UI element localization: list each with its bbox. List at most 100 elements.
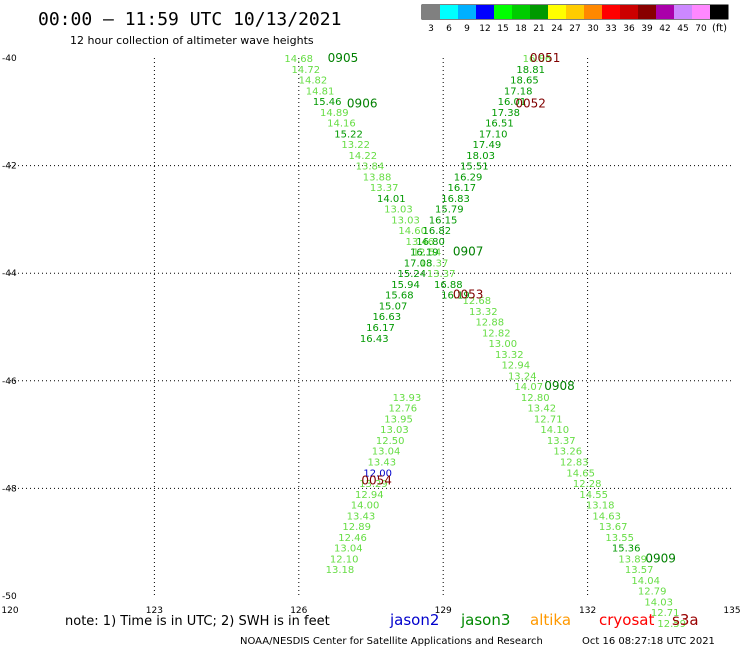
legend-label: 15: [497, 24, 508, 34]
swh-value: 13.67: [599, 522, 628, 533]
swh-value: 12.00: [363, 468, 392, 479]
swh-value: 13.43: [347, 511, 376, 522]
legend-label: 39: [641, 24, 653, 34]
mission-s3a: s3a: [672, 611, 699, 629]
swh-value: 14.72: [291, 65, 320, 76]
x-tick-label: 120: [1, 606, 18, 616]
swh-value: 14.03: [644, 597, 673, 608]
y-tick-label: -44: [2, 269, 17, 279]
swh-value: 12.89: [342, 522, 371, 533]
swh-value: 17.10: [479, 129, 508, 140]
swh-value: 13.03: [380, 425, 409, 436]
legend-swatch: [530, 5, 548, 19]
legend-swatch: [638, 5, 656, 19]
swh-value: 15.22: [334, 129, 363, 140]
swh-value: 14.68: [284, 54, 313, 65]
swh-value: 16.86: [523, 54, 552, 65]
swh-value: 13.26: [553, 447, 582, 458]
swh-value: 14.00: [351, 501, 380, 512]
swh-value: 16.83: [441, 194, 470, 205]
mission-jason3: jason3: [460, 611, 510, 629]
y-tick-label: -42: [2, 162, 17, 172]
mission-legend: jason2 jason3 altika cryosat s3a: [389, 611, 699, 629]
legend-swatch: [584, 5, 602, 19]
swh-value: 13.29: [359, 479, 388, 490]
swh-value: 15.51: [460, 162, 489, 173]
time-label: 0909: [645, 551, 676, 565]
legend-swatch: [620, 5, 638, 19]
y-tick-label: -50: [2, 592, 17, 602]
swh-value: 16.82: [423, 226, 452, 237]
mission-altika: altika: [530, 611, 571, 629]
swh-value: 14.82: [299, 76, 328, 87]
page-subtitle: 12 hour collection of altimeter wave hei…: [70, 34, 314, 47]
swh-value: 12.82: [482, 328, 511, 339]
time-label: 0052: [515, 97, 546, 111]
legend-swatch: [656, 5, 674, 19]
swh-value: 16.51: [485, 119, 514, 130]
time-label: 0908: [544, 379, 575, 393]
swh-value: 14.65: [566, 468, 595, 479]
swh-value: 14.10: [540, 425, 569, 436]
swh-value: 13.37: [547, 436, 576, 447]
swh-value: 14.63: [592, 511, 621, 522]
swh-value: 16.17: [448, 183, 477, 194]
swh-value: 12.46: [338, 533, 367, 544]
swh-value: 18.81: [516, 65, 545, 76]
swh-value: 12.50: [376, 436, 405, 447]
swh-value: 12.94: [355, 490, 384, 501]
time-label: 0907: [453, 245, 484, 259]
legend-label: 45: [677, 24, 688, 34]
swh-value: 13.00: [488, 339, 517, 350]
swh-value: 14.04: [631, 576, 660, 587]
swh-value: 14.01: [377, 194, 406, 205]
swh-value: 12.71: [651, 608, 680, 619]
legend-label: 6: [446, 24, 452, 34]
x-tick-label: 123: [146, 606, 163, 616]
legend-label: 18: [515, 24, 527, 34]
swh-value: 16.17: [366, 323, 395, 334]
legend-unit: (ft): [712, 23, 727, 34]
swh-value: 18.03: [466, 151, 495, 162]
swh-value: 14.55: [579, 490, 608, 501]
swh-value: 13.03: [391, 215, 420, 226]
swh-value: 13.43: [368, 458, 397, 469]
legend-swatch: [476, 5, 494, 19]
swh-value: 13.57: [625, 565, 654, 576]
swh-value: 12.88: [475, 318, 504, 329]
swh-value: 16.19: [441, 291, 470, 302]
legend-label: 9: [464, 24, 470, 34]
swh-value: 13.24: [508, 371, 537, 382]
swh-value: 14.81: [306, 86, 335, 97]
legend-swatch: [602, 5, 620, 19]
swh-value: 13.89: [618, 554, 647, 565]
swh-value: 17.18: [504, 86, 533, 97]
swh-value: 13.22: [341, 140, 370, 151]
swh-value: 14.16: [327, 119, 356, 130]
legend-swatch: [674, 5, 692, 19]
legend-label: 12: [479, 24, 490, 34]
swh-value: 14.60: [398, 226, 427, 237]
legend-swatch: [494, 5, 512, 19]
footer-timestamp: Oct 16 08:27:18 UTC 2021: [582, 636, 715, 647]
swh-value: 16.19: [410, 248, 439, 259]
swh-value: 13.18: [326, 565, 355, 576]
swh-value: 13.32: [469, 307, 498, 318]
legend-swatch: [548, 5, 566, 19]
legend-label: 24: [551, 24, 563, 34]
swh-value: 15.68: [385, 291, 414, 302]
swh-value: 16.80: [416, 237, 445, 248]
legend-label: 30: [587, 24, 599, 34]
swh-value: 13.84: [356, 162, 385, 173]
swh-value: 13.93: [393, 393, 422, 404]
swh-value: 16.29: [454, 172, 483, 183]
swh-value: 15.46: [313, 97, 342, 108]
swh-value: 13.37: [370, 183, 399, 194]
legend-label: 21: [533, 24, 544, 34]
x-tick-label: 135: [723, 606, 740, 616]
swh-value: 17.08: [404, 258, 433, 269]
legend-swatch: [440, 5, 458, 19]
legend-label: 42: [659, 24, 670, 34]
swh-value: 13.42: [527, 404, 556, 415]
